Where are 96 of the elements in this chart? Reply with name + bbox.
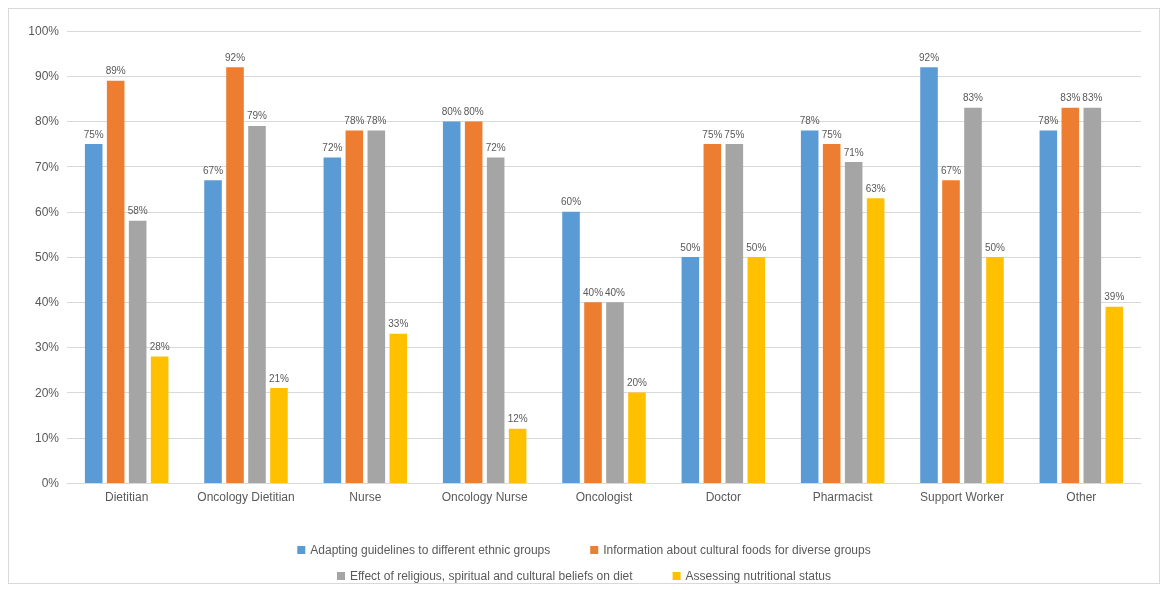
data-label: 92% bbox=[919, 51, 940, 63]
y-tick-label: 50% bbox=[34, 250, 60, 264]
bar bbox=[942, 180, 960, 483]
y-tick-label: 80% bbox=[34, 114, 60, 129]
bar bbox=[822, 144, 841, 483]
data-label: 20% bbox=[626, 377, 648, 389]
data-label: 71% bbox=[843, 146, 864, 158]
data-label: 75% bbox=[702, 128, 723, 140]
data-label: 28% bbox=[149, 340, 170, 352]
data-label: 63% bbox=[865, 182, 886, 194]
data-label: 58% bbox=[127, 205, 148, 217]
y-tick-label: 90% bbox=[34, 69, 60, 84]
data-label: 78% bbox=[1038, 114, 1059, 126]
bar bbox=[367, 130, 386, 483]
data-label: 72% bbox=[485, 142, 506, 154]
bar bbox=[323, 157, 342, 483]
bar bbox=[584, 302, 602, 483]
bar bbox=[508, 428, 527, 483]
x-tick-label: Pharmacist bbox=[812, 490, 874, 504]
bar bbox=[248, 125, 266, 483]
data-label: 75% bbox=[821, 128, 842, 140]
bar bbox=[442, 121, 461, 483]
data-label: 12% bbox=[507, 413, 528, 425]
bar bbox=[800, 130, 819, 483]
data-label: 75% bbox=[83, 128, 104, 140]
legend-label: Assessing nutritional status bbox=[685, 569, 831, 583]
bar bbox=[725, 144, 744, 483]
bar bbox=[986, 257, 1004, 483]
data-label: 40% bbox=[604, 286, 626, 298]
x-tick-label: Oncology Nurse bbox=[441, 490, 529, 504]
data-label: 39% bbox=[1104, 291, 1125, 303]
data-label: 72% bbox=[322, 142, 343, 154]
bar bbox=[389, 333, 408, 483]
bar bbox=[1061, 107, 1080, 483]
data-label: 79% bbox=[246, 110, 268, 122]
bar bbox=[964, 107, 982, 483]
bar bbox=[464, 121, 483, 483]
data-label: 50% bbox=[984, 241, 1006, 253]
bar bbox=[866, 198, 885, 483]
data-label: 83% bbox=[1060, 92, 1081, 104]
data-label: 89% bbox=[105, 65, 126, 77]
data-label: 78% bbox=[366, 114, 387, 126]
data-label: 83% bbox=[1082, 92, 1103, 104]
x-tick-label: Dietitian bbox=[104, 490, 149, 504]
bar bbox=[84, 144, 103, 483]
bar bbox=[628, 392, 646, 483]
bar bbox=[204, 180, 222, 483]
y-tick-label: 0% bbox=[41, 476, 60, 490]
y-tick-label: 70% bbox=[34, 159, 60, 174]
x-tick-label: Support Worker bbox=[920, 490, 1004, 504]
data-label: 21% bbox=[268, 372, 290, 384]
data-label: 75% bbox=[724, 128, 745, 140]
x-tick-label: Other bbox=[1066, 490, 1097, 504]
bar bbox=[226, 67, 244, 483]
bar bbox=[606, 302, 624, 483]
bar bbox=[1083, 107, 1102, 483]
x-tick-label: Nurse bbox=[349, 490, 382, 504]
data-label: 50% bbox=[680, 241, 701, 253]
data-label: 80% bbox=[463, 105, 484, 117]
bar bbox=[1039, 130, 1058, 483]
data-label: 60% bbox=[561, 196, 582, 208]
y-tick-label: 20% bbox=[34, 385, 60, 400]
bar bbox=[345, 130, 364, 483]
data-label: 78% bbox=[344, 114, 365, 126]
x-tick-label: Doctor bbox=[705, 490, 742, 504]
bar bbox=[270, 388, 288, 483]
data-label: 40% bbox=[583, 286, 604, 298]
legend-label: Information about cultural foods for diverse groups bbox=[603, 543, 871, 557]
bar bbox=[106, 80, 125, 483]
y-tick-label: 30% bbox=[34, 340, 60, 355]
bar bbox=[128, 220, 147, 483]
bar bbox=[844, 162, 863, 483]
x-tick-label: Oncologist bbox=[575, 490, 634, 504]
data-label: 33% bbox=[388, 318, 409, 330]
data-label: 67% bbox=[203, 164, 224, 176]
bar bbox=[150, 356, 169, 483]
data-label: 78% bbox=[799, 114, 820, 126]
data-label: 50% bbox=[746, 241, 767, 253]
data-label: 83% bbox=[962, 92, 984, 104]
legend-label: Effect of religious, spiritual and cultural beliefs on diet bbox=[350, 569, 634, 583]
y-tick-label: 100% bbox=[28, 24, 60, 38]
bar bbox=[562, 211, 580, 483]
bar bbox=[486, 157, 505, 483]
bar bbox=[703, 144, 722, 483]
data-label: 67% bbox=[941, 164, 962, 176]
bar bbox=[920, 67, 938, 483]
bar bbox=[747, 257, 766, 483]
y-tick-label: 10% bbox=[34, 430, 60, 445]
bar bbox=[1105, 306, 1124, 483]
data-label: 80% bbox=[441, 105, 462, 117]
bar bbox=[681, 257, 700, 483]
y-tick-label: 40% bbox=[34, 295, 60, 310]
y-tick-label: 60% bbox=[34, 204, 60, 219]
legend-label: Adapting guidelines to different ethnic groups bbox=[310, 543, 551, 557]
x-tick-label: Oncology Dietitian bbox=[197, 490, 295, 504]
data-label: 92% bbox=[225, 51, 246, 63]
